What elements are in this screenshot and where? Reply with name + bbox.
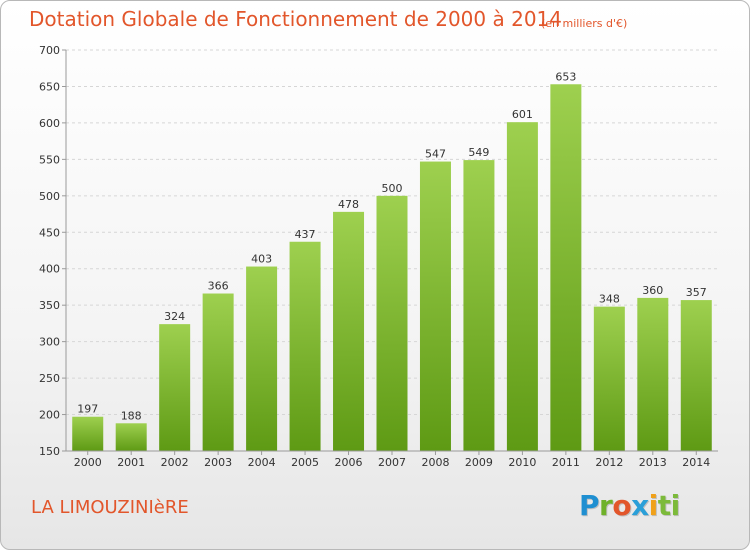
x-tick-label: 2001 [117,456,145,469]
bar [593,306,625,451]
y-tick-label: 700 [39,44,60,57]
x-tick-label: 2000 [74,456,102,469]
y-tick-label: 550 [39,153,60,166]
bar-value-label: 197 [77,403,98,416]
x-tick-label: 2007 [378,456,406,469]
x-tick-label: 2005 [291,456,319,469]
x-tick-label: 2002 [161,456,189,469]
logo-letter: i [648,489,659,522]
bar [159,324,191,451]
x-tick-label: 2009 [465,456,493,469]
proxiti-logo: Proxiti [579,489,680,522]
logo-letter: i [670,489,681,522]
bar-value-label: 357 [686,286,707,299]
y-tick-label: 650 [39,80,60,93]
x-axis: 2000 2001 2002 2003 2004 2005 2006 2007 2008 2009… [66,450,718,469]
bar [289,241,321,451]
chart-title: Dotation Globale de Fonctionnement de 20… [29,7,562,31]
bar-value-label: 348 [599,293,620,306]
logo-letter: o [612,489,632,522]
bar-value-label: 601 [512,108,533,121]
x-tick-label: 2012 [595,456,623,469]
bar-value-label: 188 [121,409,142,422]
bar-value-label: 360 [642,284,663,297]
bar-value-label: 403 [251,253,272,266]
y-tick-label: 200 [39,409,60,422]
y-tick-label: 150 [39,445,60,458]
bar-value-label: 549 [468,146,489,159]
bar-value-label: 500 [382,182,403,195]
x-tick-label: 2003 [204,456,232,469]
logo-letter: x [631,489,649,522]
y-tick-label: 600 [39,117,60,130]
logo-letter: t [657,489,671,522]
bar-value-label: 478 [338,198,359,211]
y-tick-label: 500 [39,190,60,203]
bar [246,266,278,451]
y-axis: 150 200 250 300 350 400 450 500 550 600 650 700 [39,44,67,458]
bar [419,161,451,451]
chart-unit: (en milliers d'€) [541,17,628,30]
logo-letter: P [579,489,600,522]
bar [202,293,234,451]
bar [463,160,495,452]
y-tick-label: 250 [39,372,60,385]
bar [115,423,147,451]
logo-letter: r [599,489,613,522]
bar-value-label: 366 [208,280,229,293]
x-tick-label: 2004 [248,456,276,469]
x-tick-label: 2013 [639,456,667,469]
commune-name: LA LIMOUZINIèRE [31,497,189,518]
y-tick-label: 450 [39,226,60,239]
x-tick-label: 2014 [682,456,710,469]
x-tick-label: 2010 [508,456,536,469]
x-tick-label: 2008 [421,456,449,469]
bar [680,300,712,451]
bar [333,211,365,451]
y-tick-label: 350 [39,299,60,312]
bar [376,195,408,451]
bar [506,122,538,452]
x-tick-label: 2011 [552,456,580,469]
value-labels: 197 188 324 366 403 437 478 500 547 549 601 653 348 3… [77,70,707,422]
bar-value-label: 547 [425,148,446,161]
bar [637,297,669,451]
bar [550,84,582,451]
y-tick-label: 300 [39,336,60,349]
bar-value-label: 437 [295,228,316,241]
bar [72,416,104,451]
x-tick-label: 2006 [335,456,363,469]
bar-value-label: 324 [164,310,185,323]
bar-value-label: 653 [555,70,576,83]
y-tick-label: 400 [39,263,60,276]
bars [72,84,712,452]
